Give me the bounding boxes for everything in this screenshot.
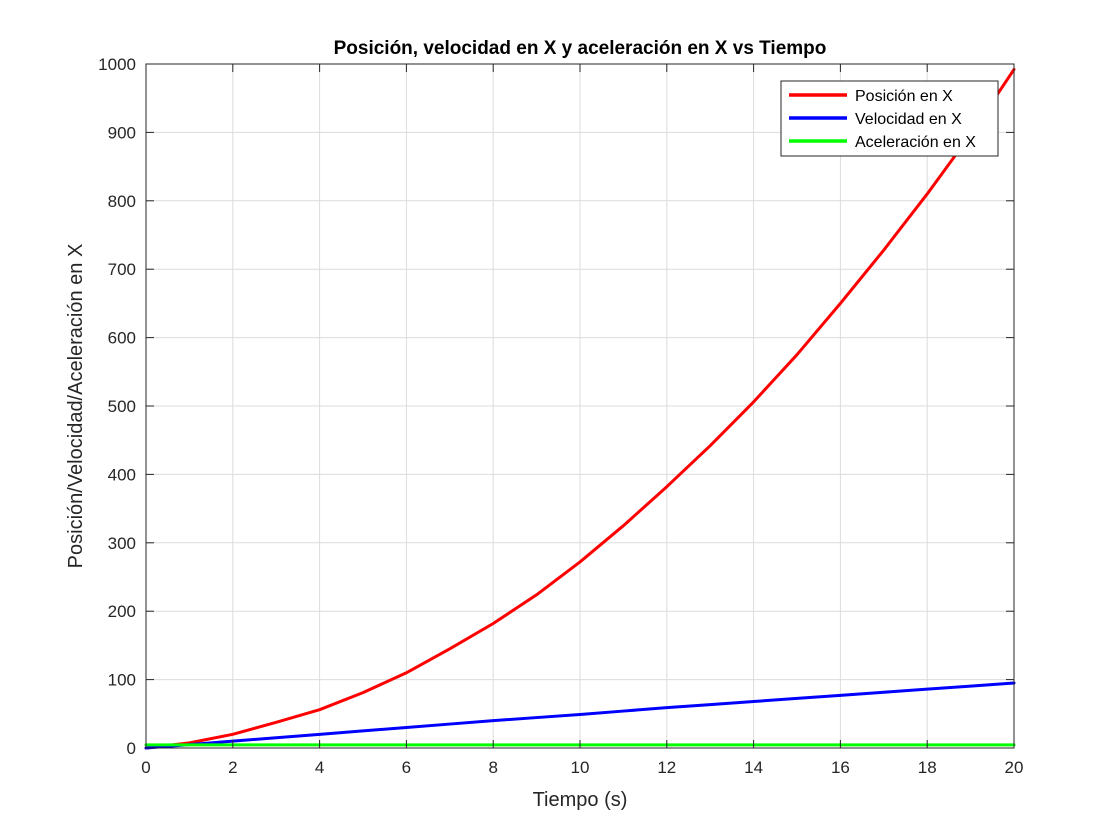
y-tick-label: 1000 xyxy=(98,55,136,74)
y-axis-label: Posición/Velocidad/Aceleración en X xyxy=(65,244,87,569)
y-tick-label: 800 xyxy=(108,192,136,211)
y-tick-label: 500 xyxy=(108,397,136,416)
x-tick-label: 20 xyxy=(1005,758,1024,777)
x-tick-label: 6 xyxy=(402,758,411,777)
x-tick-label: 18 xyxy=(918,758,937,777)
y-tick-label: 900 xyxy=(108,123,136,142)
chart-title: Posición, velocidad en X y aceleración e… xyxy=(334,38,827,59)
legend: Posición en X Velocidad en X Aceleración… xyxy=(780,80,999,157)
y-tick-label: 600 xyxy=(108,329,136,348)
y-tick-label: 0 xyxy=(127,739,136,758)
y-tick-label: 100 xyxy=(108,671,136,690)
y-tick-label: 700 xyxy=(108,260,136,279)
series-line-velocity xyxy=(144,681,1016,750)
series-line-position xyxy=(144,67,1016,750)
x-tick-label: 10 xyxy=(571,758,590,777)
x-axis-label: Tiempo (s) xyxy=(533,789,628,811)
x-tick-label: 12 xyxy=(657,758,676,777)
x-tick-labels: 0 2 4 6 8 10 12 14 16 18 20 xyxy=(141,758,1023,777)
x-tick-label: 0 xyxy=(141,758,150,777)
x-tick-label: 16 xyxy=(831,758,850,777)
x-tick-label: 8 xyxy=(488,758,497,777)
x-tick-label: 4 xyxy=(315,758,324,777)
x-tick-label: 2 xyxy=(228,758,237,777)
tick-marks xyxy=(145,63,1015,749)
x-tick-label: 14 xyxy=(744,758,763,777)
legend-entry-velocity: Velocidad en X xyxy=(855,111,962,128)
y-tick-label: 200 xyxy=(108,602,136,621)
y-tick-label: 400 xyxy=(108,465,136,484)
y-tick-label: 300 xyxy=(108,534,136,553)
legend-entry-acceleration: Aceleración en X xyxy=(855,134,976,151)
y-tick-labels: 0 100 200 300 400 500 600 700 800 900 1000 xyxy=(98,55,136,758)
legend-entry-position: Posición en X xyxy=(855,88,953,105)
